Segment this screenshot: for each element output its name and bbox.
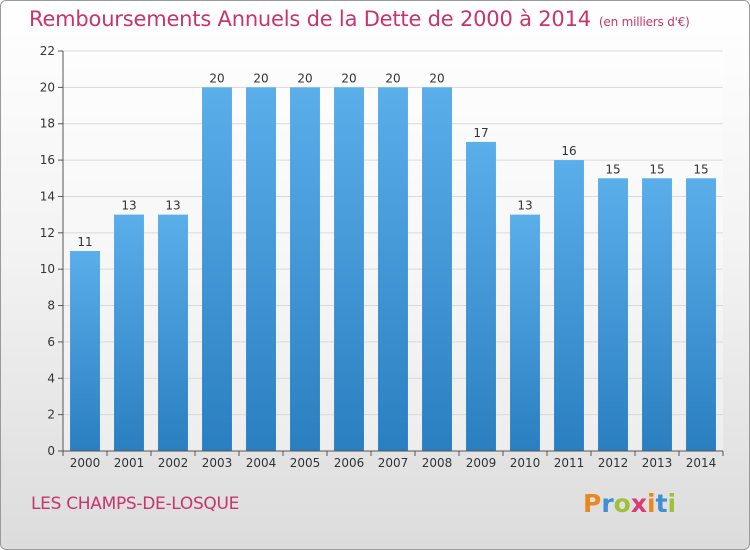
bar-2009[interactable]	[466, 141, 496, 451]
bar-2011[interactable]	[554, 160, 584, 451]
bar-value-label: 20	[385, 71, 400, 85]
chart-subtitle: (en milliers d'€)	[598, 15, 690, 29]
proxiti-logo[interactable]: Proxiti	[583, 489, 676, 518]
bar-2007[interactable]	[378, 87, 408, 451]
y-tick-label: 20	[40, 80, 55, 94]
x-tick-label: 2002	[158, 456, 189, 470]
bar-value-label: 11	[77, 235, 92, 249]
y-tick-label: 8	[47, 299, 55, 313]
bar-value-label: 20	[297, 71, 312, 85]
bar-2012[interactable]	[598, 178, 628, 452]
logo-letter: P	[583, 489, 602, 518]
x-tick-label: 2014	[686, 456, 717, 470]
logo-letter: o	[613, 489, 631, 518]
bar-2006[interactable]	[334, 87, 364, 451]
x-tick-label: 2003	[202, 456, 233, 470]
bar-2002[interactable]	[158, 214, 188, 451]
bar-value-label: 17	[473, 126, 488, 140]
x-tick-label: 2005	[290, 456, 321, 470]
y-tick-label: 4	[47, 371, 55, 385]
x-tick-label: 2013	[642, 456, 673, 470]
bar-2005[interactable]	[290, 87, 320, 451]
x-tick-label: 2004	[246, 456, 277, 470]
y-tick-label: 12	[40, 226, 55, 240]
logo-letter: t	[655, 489, 668, 518]
bar-value-label: 20	[209, 71, 224, 85]
bar-value-label: 15	[649, 162, 664, 176]
logo-letter: i	[667, 489, 677, 518]
x-tick-label: 2008	[422, 456, 453, 470]
bar-value-label: 20	[253, 71, 268, 85]
location-label: LES CHAMPS-DE-LOSQUE	[31, 494, 240, 514]
bar-value-label: 20	[429, 71, 444, 85]
x-tick-label: 2007	[378, 456, 409, 470]
bar-2013[interactable]	[642, 178, 672, 452]
y-tick-label: 18	[40, 117, 55, 131]
x-tick-label: 2001	[114, 456, 145, 470]
chart-title: Remboursements Annuels de la Dette de 20…	[29, 7, 690, 31]
y-tick-label: 22	[40, 44, 55, 58]
y-tick-label: 2	[47, 408, 55, 422]
bar-value-label: 15	[693, 162, 708, 176]
bar-2010[interactable]	[510, 214, 540, 451]
bar-value-label: 15	[605, 162, 620, 176]
bar-2001[interactable]	[114, 214, 144, 451]
bar-2004[interactable]	[246, 87, 276, 451]
bar-2008[interactable]	[422, 87, 452, 451]
y-tick-label: 10	[40, 262, 55, 276]
x-tick-label: 2011	[554, 456, 585, 470]
y-tick-label: 16	[40, 153, 55, 167]
bar-2014[interactable]	[686, 178, 716, 452]
x-tick-label: 2006	[334, 456, 365, 470]
bar-value-label: 13	[165, 199, 180, 213]
y-tick-label: 6	[47, 335, 55, 349]
x-tick-label: 2000	[70, 456, 101, 470]
x-tick-label: 2009	[466, 456, 497, 470]
bar-value-label: 13	[121, 199, 136, 213]
logo-letter: x	[630, 489, 647, 518]
bar-2003[interactable]	[202, 87, 232, 451]
axes: 0 2 4 6 8 10 12 14 16 18 20 22 2000 2001 2002 2003 2004 2…	[40, 44, 724, 470]
logo-letter: r	[601, 489, 614, 518]
x-tick-label: 2010	[510, 456, 541, 470]
y-tick-label: 14	[40, 189, 55, 203]
x-tick-label: 2012	[598, 456, 629, 470]
chart-title-text: Remboursements Annuels de la Dette de 20…	[29, 7, 591, 31]
bar-value-label: 13	[517, 199, 532, 213]
bar-value-label: 16	[561, 144, 576, 158]
logo-letter: i	[647, 489, 656, 518]
bars: 11 13 13 20 20 20 20 20 20 17 13 16 15 15 15	[70, 71, 716, 452]
y-tick-label: 0	[47, 444, 55, 458]
bar-value-label: 20	[341, 71, 356, 85]
bar-2000[interactable]	[70, 251, 100, 451]
